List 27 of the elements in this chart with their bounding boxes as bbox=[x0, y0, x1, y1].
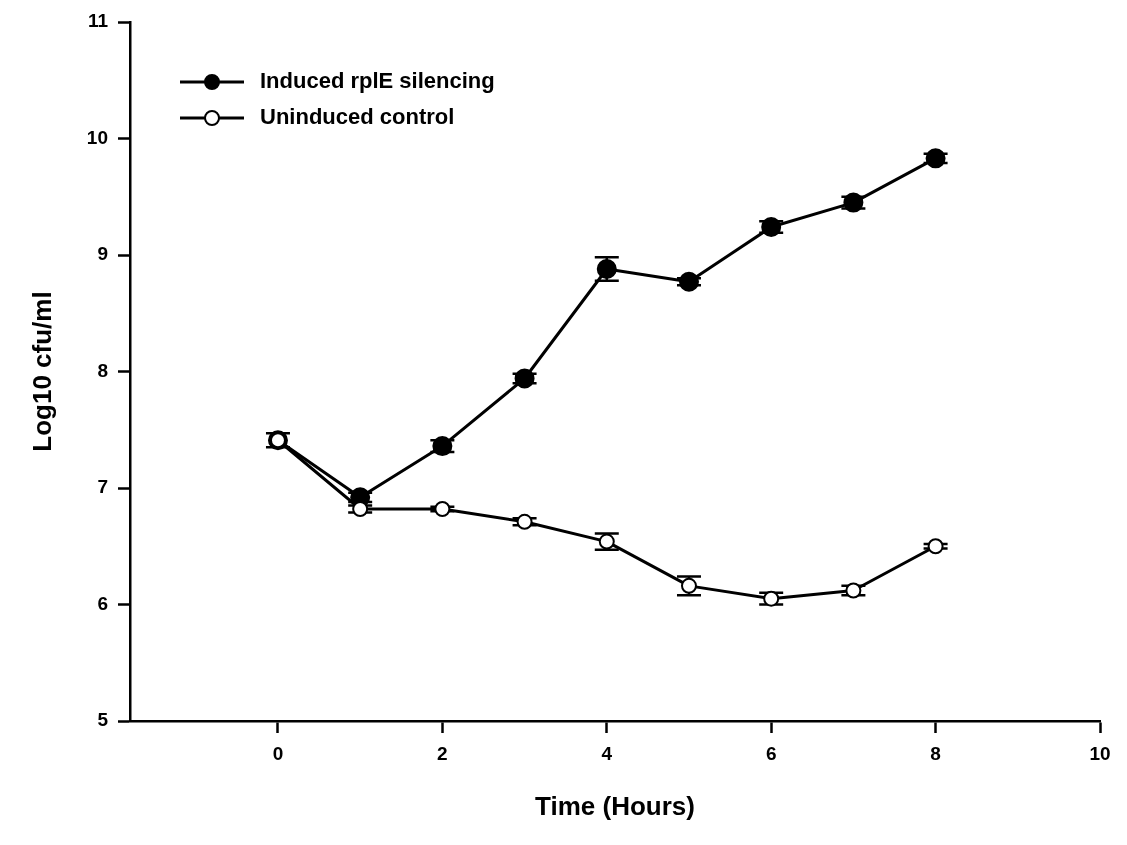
point bbox=[845, 582, 862, 599]
point bbox=[516, 513, 533, 530]
y-tick-label: 11 bbox=[87, 10, 109, 32]
x-tick-label: 6 bbox=[765, 742, 777, 764]
point bbox=[680, 577, 697, 594]
legend-label: Uninduced control bbox=[260, 104, 455, 130]
y-tick-label: 10 bbox=[86, 126, 108, 148]
y-tick-label: 7 bbox=[97, 476, 108, 498]
x-tick-label: 8 bbox=[930, 742, 941, 764]
x-tick-label: 4 bbox=[601, 742, 613, 764]
point bbox=[678, 271, 699, 292]
y-tick-label: 9 bbox=[97, 243, 108, 265]
point bbox=[514, 368, 535, 389]
legend-label: Induced rplE silencing bbox=[260, 68, 495, 94]
y-tick-label: 5 bbox=[97, 709, 109, 731]
y-tick-label: 6 bbox=[97, 592, 108, 614]
point bbox=[763, 590, 780, 607]
x-tick-label: 0 bbox=[272, 742, 284, 764]
point bbox=[434, 500, 451, 517]
y-axis-title: Log10 cfu/ml bbox=[26, 291, 57, 452]
point bbox=[761, 217, 782, 238]
x-tick-label: 10 bbox=[1089, 742, 1111, 764]
y-tick-label: 8 bbox=[97, 359, 108, 381]
x-axis-title: Time (Hours) bbox=[535, 790, 695, 821]
point bbox=[598, 533, 615, 550]
x-tick-label: 2 bbox=[437, 742, 448, 764]
point bbox=[927, 538, 944, 555]
